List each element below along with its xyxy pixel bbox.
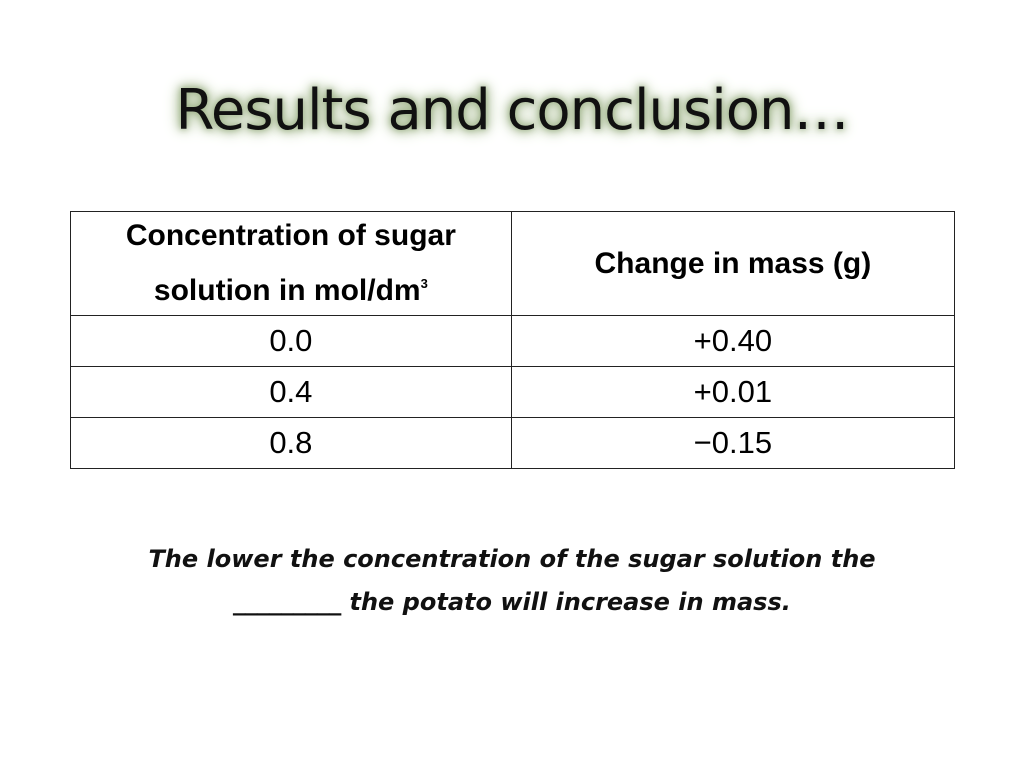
table-row: 0.0 +0.40 (70, 315, 956, 367)
header-concentration: Concentration of sugar solution in mol/d… (70, 211, 512, 316)
table-header-row: Concentration of sugar solution in mol/d… (70, 211, 956, 316)
cell-concentration: 0.4 (70, 366, 512, 418)
cell-concentration: 0.0 (70, 315, 512, 367)
conclusion-text: The lower the concentration of the sugar… (62, 538, 962, 624)
cell-mass-change: +0.01 (510, 366, 956, 418)
table-row: 0.4 +0.01 (70, 366, 956, 418)
conclusion-line-1: The lower the concentration of the sugar… (148, 545, 876, 573)
header-mass-change: Change in mass (g) (510, 211, 956, 316)
cell-concentration: 0.8 (70, 417, 512, 469)
header-concentration-label: Concentration of sugar solution in mol/d… (125, 219, 456, 307)
table-row: 0.8 −0.15 (70, 417, 956, 469)
cell-mass-change: −0.15 (510, 417, 956, 469)
slide-title: Results and conclusion… (175, 78, 849, 143)
conclusion-line-2: _________ the potato will increase in ma… (233, 588, 791, 616)
cell-mass-change: +0.40 (510, 315, 956, 367)
results-table: Concentration of sugar solution in mol/d… (70, 211, 956, 469)
header-concentration-superscript: 3 (420, 276, 428, 291)
